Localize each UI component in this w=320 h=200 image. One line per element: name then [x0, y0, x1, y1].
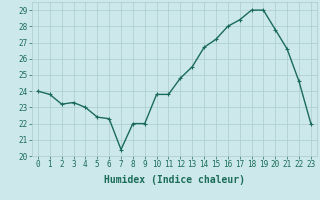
X-axis label: Humidex (Indice chaleur): Humidex (Indice chaleur)	[104, 175, 245, 185]
